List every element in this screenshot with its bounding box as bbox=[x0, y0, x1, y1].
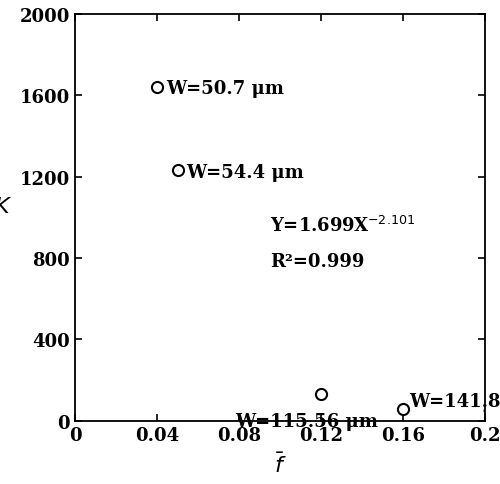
Text: W=50.7 μm: W=50.7 μm bbox=[166, 80, 284, 98]
Text: W=54.4 μm: W=54.4 μm bbox=[186, 163, 304, 181]
Text: W=141.82 μm: W=141.82 μm bbox=[409, 392, 500, 410]
X-axis label: $\bar{f}$: $\bar{f}$ bbox=[274, 452, 286, 477]
Text: Y=1.699X$^{-2.101}$: Y=1.699X$^{-2.101}$ bbox=[270, 216, 414, 236]
Text: R²=0.999: R²=0.999 bbox=[270, 253, 364, 271]
Y-axis label: $K$: $K$ bbox=[0, 196, 12, 218]
Text: W=115.56 μm: W=115.56 μm bbox=[235, 412, 378, 430]
